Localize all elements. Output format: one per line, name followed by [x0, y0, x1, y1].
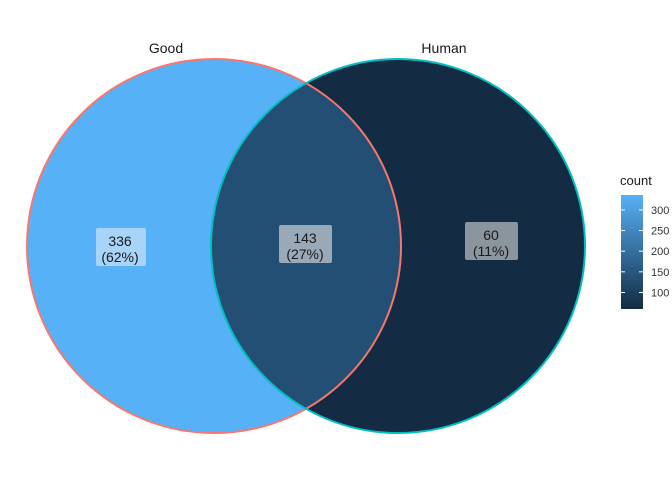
region-label-human-only: 60 (11%)	[465, 222, 518, 260]
legend-tick-label: 100	[651, 287, 669, 299]
legend-ticks: 100 150 200 250 300	[621, 205, 669, 299]
region-count-good-only: 336	[108, 233, 132, 249]
region-percent-both: (27%)	[286, 246, 323, 262]
set-title-good: Good	[149, 40, 183, 56]
legend-title: count	[620, 173, 652, 188]
legend: count 100 150 200 250 300	[620, 173, 669, 309]
legend-tick-label: 250	[651, 226, 669, 238]
region-count-human-only: 60	[483, 227, 499, 243]
region-label-human-only-bg	[465, 222, 518, 260]
region-percent-human-only: (11%)	[473, 243, 509, 259]
legend-tick-label: 300	[651, 205, 669, 217]
region-label-both: 143 (27%)	[279, 225, 332, 263]
region-label-both-bg	[279, 225, 332, 263]
region-count-both: 143	[293, 230, 317, 246]
legend-tick-label: 200	[651, 246, 669, 258]
region-label-good-only-bg	[96, 228, 146, 266]
legend-tick-label: 150	[651, 267, 669, 279]
overlap-region	[211, 59, 401, 433]
region-percent-good-only: (62%)	[101, 249, 138, 265]
set-title-human: Human	[421, 40, 466, 56]
human-outline	[210, 58, 586, 434]
legend-colorbar	[621, 195, 643, 309]
good-outline	[26, 58, 402, 434]
region-label-good-only: 336 (62%)	[96, 228, 146, 266]
